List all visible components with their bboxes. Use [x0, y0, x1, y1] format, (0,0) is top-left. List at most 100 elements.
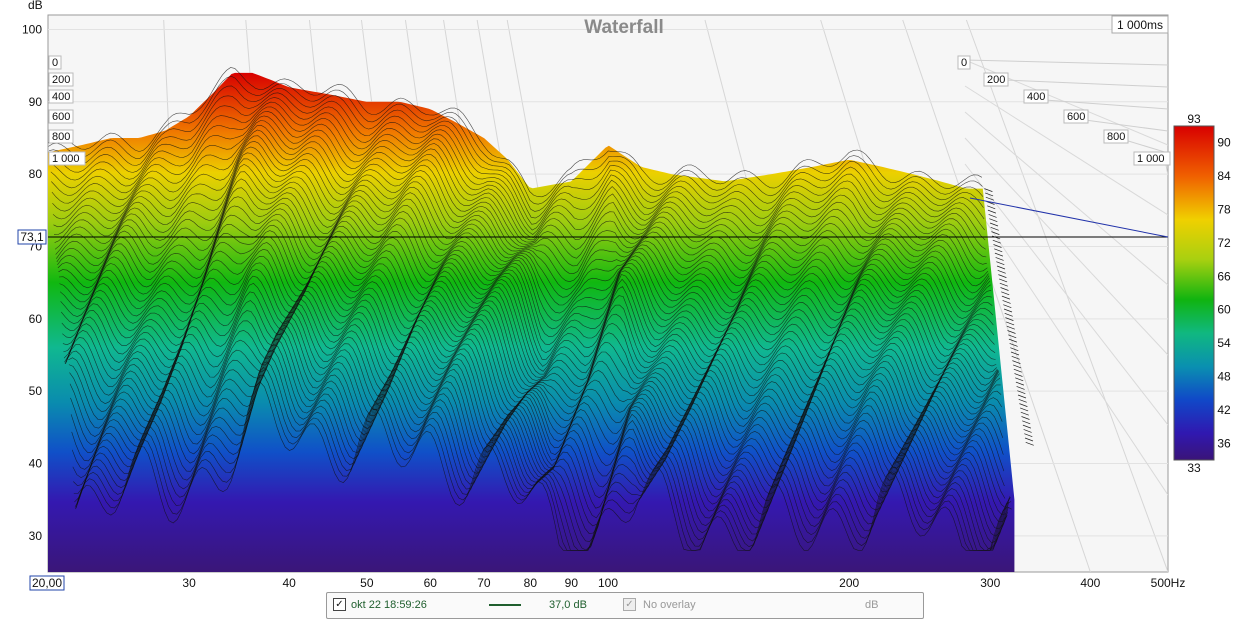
- edge-hatch: [1017, 390, 1026, 395]
- edge-hatch: [984, 188, 993, 192]
- time-tick-label: 0: [52, 57, 58, 69]
- time-window-box: [1111, 15, 1169, 34]
- time-tick-label: 800: [52, 131, 70, 143]
- edge-hatch: [1016, 386, 1025, 390]
- edge-hatch: [1003, 308, 1013, 313]
- edge-hatch: [1005, 321, 1015, 326]
- decay-slice: [54, 140, 990, 294]
- decay-slice: [51, 110, 986, 250]
- smoothing-label: 37,0 dB: [549, 599, 587, 611]
- x-tick-label: 500Hz: [1151, 576, 1186, 590]
- colorbar-tick-label: 42: [1217, 403, 1231, 417]
- time-axis: 0 0 200 200 400 400 600 600 800 800 1 000 1 000: [48, 55, 1171, 166]
- time-tick-label: 600: [1067, 111, 1085, 123]
- time-tick-box: [1063, 109, 1089, 124]
- x-tick-label: 90: [565, 576, 579, 590]
- edge-hatch: [1013, 368, 1022, 373]
- decay-slice: [75, 361, 1011, 551]
- grid-line: [964, 189, 1168, 496]
- edge-hatch: [1021, 416, 1030, 420]
- decay-slice: [58, 178, 993, 332]
- colorbar-tick-label: 36: [1217, 436, 1231, 450]
- edge-hatch: [996, 261, 1005, 266]
- decay-slice: [49, 85, 984, 212]
- edge-hatch: [1022, 424, 1032, 429]
- edge-hatch: [1020, 411, 1029, 416]
- edge-hatch: [1014, 373, 1023, 377]
- colorbar-ticks: 90 84 78 72 66 60 54 48 42 36: [1217, 136, 1231, 451]
- decay-slice: [57, 163, 992, 319]
- edge-hatch: [1007, 330, 1016, 334]
- waterfall-surface: [48, 67, 1034, 572]
- y-tick-label: 30: [29, 529, 43, 543]
- grid-line: [1044, 99, 1168, 110]
- decay-slice: [69, 307, 1005, 472]
- colorbar-tick-label: 72: [1217, 236, 1231, 250]
- grid-line: [964, 163, 1168, 426]
- edge-hatch: [1017, 394, 1027, 399]
- edge-hatch: [1012, 364, 1022, 369]
- edge-hatch: [1015, 377, 1024, 382]
- decay-slice: [72, 329, 1007, 522]
- time-tick-label: 400: [1027, 91, 1045, 103]
- decay-slice: [64, 255, 999, 401]
- colorbar: [1173, 125, 1215, 461]
- cursor-readout-box[interactable]: [17, 229, 47, 245]
- decay-slice: [49, 92, 984, 219]
- edge-hatch: [1024, 433, 1033, 438]
- edge-hatch: [1009, 343, 1018, 347]
- grid-line: [964, 137, 1168, 356]
- time-tick-label: 200: [987, 74, 1005, 86]
- decay-slice: [53, 129, 989, 279]
- decay-slice: [67, 290, 1002, 439]
- decay-slice: [62, 236, 997, 382]
- edge-hatch: [1010, 351, 1020, 356]
- decay-slice: [52, 115, 987, 258]
- time-window-label: 1 000ms: [1117, 18, 1163, 32]
- time-tick-label: 0: [961, 57, 967, 69]
- time-tick-box: [48, 109, 74, 124]
- grid-line: [964, 59, 1168, 66]
- x-start-readout: 20,00: [32, 576, 62, 590]
- edge-hatch: [1006, 325, 1015, 330]
- edge-hatch: [1025, 441, 1034, 446]
- edge-hatch: [1005, 317, 1014, 321]
- decay-slice: [63, 248, 999, 395]
- edge-hatch: [993, 244, 1002, 248]
- edge-hatch: [988, 214, 997, 218]
- y-tick-label: 40: [29, 456, 43, 470]
- decay-slice: [53, 124, 988, 272]
- edge-hatch: [996, 265, 1006, 270]
- edge-hatch: [997, 269, 1006, 274]
- series-checkbox[interactable]: ✓: [333, 598, 346, 611]
- x-tick-label: 40: [282, 576, 296, 590]
- x-tick-label: 300: [980, 576, 1000, 590]
- cursor-readout: 73,1: [20, 230, 44, 244]
- edge-hatch: [1011, 355, 1020, 360]
- edge-hatch: [1015, 381, 1025, 386]
- decay-slice: [68, 298, 1004, 453]
- edge-hatch: [998, 278, 1008, 283]
- x-start-readout-box[interactable]: [29, 575, 65, 591]
- x-tick-label: 80: [524, 576, 538, 590]
- y-tick-label: 90: [29, 95, 43, 109]
- x-tick-label: 100: [598, 576, 618, 590]
- colorbar-min-label: 33: [1187, 461, 1201, 475]
- edge-hatch: [1018, 398, 1027, 403]
- time-tick-box: [1023, 89, 1049, 104]
- edge-hatch: [1022, 420, 1031, 425]
- colorbar-tick-label: 78: [1217, 203, 1231, 217]
- time-tick-box: [957, 55, 971, 70]
- x-tick-label: 400: [1080, 576, 1100, 590]
- edge-hatch: [987, 209, 997, 214]
- decay-slice: [71, 324, 1007, 516]
- decay-slice: [73, 334, 1008, 530]
- edge-hatch: [1010, 347, 1019, 352]
- decay-slice: [77, 381, 1012, 551]
- time-tick-box: [48, 55, 62, 70]
- decay-slice: [63, 242, 998, 389]
- legend-bar: ✓ okt 22 18:59:26 37,0 dB ✓ No overlay d…: [326, 592, 924, 619]
- time-tick-box: [48, 72, 74, 87]
- decay-slice: [58, 187, 994, 338]
- overlay-checkbox[interactable]: ✓: [623, 598, 636, 611]
